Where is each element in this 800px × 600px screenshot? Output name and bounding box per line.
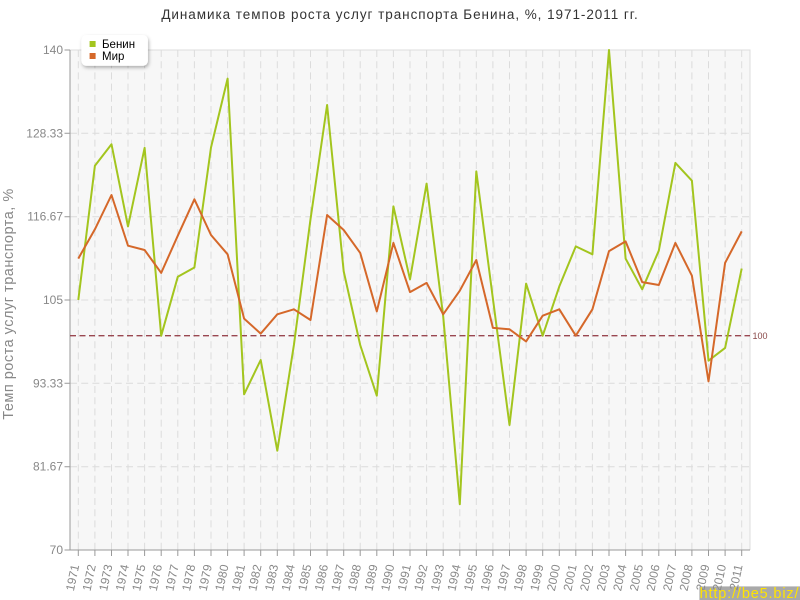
svg-text:Темп роста услуг транспорта, %: Темп роста услуг транспорта, % bbox=[1, 188, 17, 419]
svg-text:70: 70 bbox=[50, 543, 64, 557]
svg-text:2008: 2008 bbox=[677, 563, 696, 592]
svg-text:1990: 1990 bbox=[378, 563, 397, 592]
svg-text:105: 105 bbox=[43, 293, 63, 307]
svg-text:2011: 2011 bbox=[727, 563, 746, 591]
svg-text:2009: 2009 bbox=[693, 563, 712, 592]
svg-text:Динамика темпов роста услуг тр: Динамика темпов роста услуг транспорта Б… bbox=[161, 7, 638, 22]
svg-text:1982: 1982 bbox=[245, 563, 264, 592]
svg-text:1981: 1981 bbox=[229, 563, 248, 592]
svg-text:1994: 1994 bbox=[444, 563, 463, 592]
svg-text:116.67: 116.67 bbox=[27, 210, 63, 224]
svg-text:128.33: 128.33 bbox=[26, 126, 63, 140]
svg-text:1985: 1985 bbox=[295, 563, 314, 592]
svg-text:1993: 1993 bbox=[428, 563, 447, 592]
svg-text:1974: 1974 bbox=[113, 563, 132, 592]
svg-text:1980: 1980 bbox=[212, 563, 231, 592]
svg-text:2007: 2007 bbox=[660, 563, 679, 592]
svg-text:1989: 1989 bbox=[361, 563, 380, 592]
svg-text:1999: 1999 bbox=[527, 563, 546, 592]
svg-text:81.67: 81.67 bbox=[33, 460, 63, 474]
svg-text:1972: 1972 bbox=[80, 563, 99, 592]
svg-text:2010: 2010 bbox=[710, 563, 729, 592]
svg-text:1987: 1987 bbox=[328, 563, 347, 592]
svg-text:1979: 1979 bbox=[196, 563, 215, 592]
svg-text:100: 100 bbox=[753, 331, 768, 341]
svg-text:2003: 2003 bbox=[594, 563, 613, 592]
svg-text:2000: 2000 bbox=[544, 563, 563, 592]
svg-text:1996: 1996 bbox=[478, 563, 497, 592]
svg-text:1997: 1997 bbox=[494, 563, 513, 592]
svg-text:1988: 1988 bbox=[345, 563, 364, 592]
svg-text:1975: 1975 bbox=[129, 563, 148, 592]
svg-text:2002: 2002 bbox=[577, 563, 596, 592]
svg-text:1995: 1995 bbox=[461, 563, 480, 592]
svg-text:Бенин: Бенин bbox=[102, 39, 135, 51]
svg-text:140: 140 bbox=[43, 43, 63, 57]
svg-text:1986: 1986 bbox=[312, 563, 331, 592]
svg-text:1998: 1998 bbox=[511, 563, 530, 592]
svg-text:2001: 2001 bbox=[560, 563, 579, 592]
svg-text:1978: 1978 bbox=[179, 563, 198, 592]
svg-text:1984: 1984 bbox=[279, 563, 298, 592]
svg-text:2005: 2005 bbox=[627, 563, 646, 592]
svg-text:1973: 1973 bbox=[96, 563, 115, 592]
svg-text:1971: 1971 bbox=[63, 563, 82, 592]
svg-text:2004: 2004 bbox=[610, 563, 629, 592]
svg-text:2006: 2006 bbox=[643, 563, 662, 592]
svg-text:1977: 1977 bbox=[162, 563, 181, 592]
svg-text:http://be5.biz/: http://be5.biz/ bbox=[700, 586, 800, 600]
svg-text:1992: 1992 bbox=[411, 563, 430, 592]
svg-text:1976: 1976 bbox=[146, 563, 165, 592]
svg-text:Мир: Мир bbox=[102, 51, 124, 63]
svg-text:1991: 1991 bbox=[395, 563, 414, 592]
svg-text:1983: 1983 bbox=[262, 563, 281, 592]
svg-text:93.33: 93.33 bbox=[33, 376, 63, 390]
